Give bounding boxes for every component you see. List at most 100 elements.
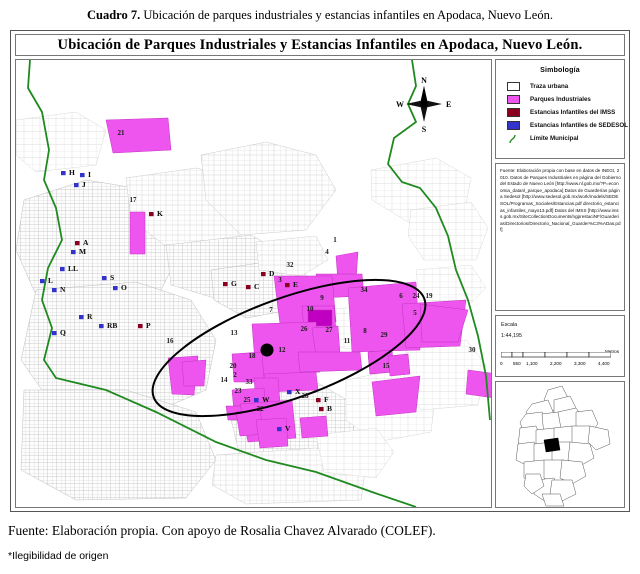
estancia-marker-i[interactable]: I [80, 170, 91, 179]
legend-panel: Simbología Traza urbana Parques Industria… [495, 59, 628, 159]
estancia-marker-s[interactable]: S [102, 273, 114, 282]
estancia-letter-label: LL [68, 264, 78, 273]
estancia-marker-k[interactable]: K [149, 209, 163, 218]
estancia-marker-rb[interactable]: RB [99, 321, 117, 330]
estancia-marker-e[interactable]: E [285, 280, 298, 289]
park-number-label: 34 [361, 286, 369, 294]
legend-item: Estancias Infantiles del IMSS [507, 106, 624, 119]
illegibility-note: *Ilegibilidad de origen [8, 550, 109, 562]
estancia-letter-label: A [83, 238, 89, 247]
estancia-marker-ll[interactable]: LL [60, 264, 78, 273]
park-number-label: 23 [235, 387, 243, 395]
figure-source-caption: Fuente: Elaboración propia. Con apoyo de… [8, 523, 436, 538]
park-number-label: 27 [326, 326, 334, 334]
estancia-letter-label: E [293, 280, 298, 289]
estancia-marker-l[interactable]: L [40, 276, 53, 285]
estancia-letter-label: Q [60, 328, 66, 337]
estancia-dot [319, 407, 324, 412]
estancia-letter-label: N [60, 285, 66, 294]
table-caption: Cuadro 7. Ubicación de parques industria… [0, 8, 640, 23]
estancia-letter-label: S [110, 273, 114, 282]
inset-highlight-apodaca [543, 437, 561, 453]
estancia-letter-label: M [79, 247, 86, 256]
industrial-parks[interactable] [105, 117, 491, 449]
caption-text: Ubicación de parques industriales y esta… [140, 8, 553, 22]
estancia-marker-f[interactable]: F [316, 395, 329, 404]
park-number-label: 29 [381, 331, 389, 339]
estancia-marker-j[interactable]: J [74, 180, 86, 189]
park-number-label: 28 [302, 392, 310, 400]
estancia-marker-c[interactable]: C [246, 282, 259, 291]
legend-swatch [507, 95, 520, 104]
scale-panel: Escala 1:44,195 Metros 0 550 1,100 2,200 3,3… [495, 315, 625, 377]
estancia-letter-label: C [254, 282, 259, 291]
scale-tick: 1,100 [526, 361, 538, 366]
estancia-marker-g[interactable]: G [223, 279, 237, 288]
park-number-label: 21 [118, 129, 126, 137]
park-number-label: 20 [230, 362, 238, 370]
estancia-dot [223, 282, 228, 287]
estancia-letter-label: I [88, 170, 91, 179]
legend-item: Parques Industriales [507, 93, 624, 106]
source-panel: Fuente: Elaboración propia con base en d… [495, 163, 625, 311]
svg-text:N: N [421, 76, 427, 85]
scale-tick: 3,300 [574, 361, 586, 366]
scale-tick: 0 [500, 361, 503, 366]
estancia-letter-label: H [69, 168, 75, 177]
figure-container: Ubicación de Parques Industriales y Esta… [10, 30, 630, 512]
estancia-marker-v[interactable]: V [277, 424, 291, 433]
park-number-label: 2 [233, 371, 237, 379]
map-canvas[interactable]: N S E W 21 17 16 1 4 32 9 7 10 34 6 24 19 5 26 27 11 13 12… [15, 59, 492, 508]
svg-text:W: W [396, 100, 404, 109]
park-number-label: 32 [287, 261, 295, 269]
park-number-label: 18 [249, 352, 257, 360]
park-number-label: 14 [221, 376, 229, 384]
estancia-letter-label: F [324, 395, 329, 404]
estancia-letter-label: D [269, 269, 275, 278]
park-number-label: 19 [426, 292, 434, 300]
estancia-dot [277, 427, 282, 432]
legend-swatch [507, 82, 520, 91]
park-number-label: 26 [301, 325, 309, 333]
inset-locator-panel [495, 381, 625, 508]
estancia-dot [60, 267, 65, 272]
estancia-marker-d[interactable]: D [261, 269, 275, 278]
scale-bar [501, 352, 611, 358]
park-number-label: 15 [383, 362, 391, 370]
estancia-dot [149, 212, 154, 217]
estancia-dot [52, 288, 57, 293]
park-number-label: 11 [344, 337, 351, 345]
estancia-marker-o[interactable]: O [113, 283, 127, 292]
estancia-dot [316, 398, 321, 403]
estancia-marker-x[interactable]: X [287, 387, 301, 396]
estancia-dot [40, 279, 45, 284]
estancia-marker-m[interactable]: M [71, 247, 86, 256]
estancia-dot [285, 283, 290, 288]
park-number-label: 1 [333, 236, 337, 244]
park-number-label: 9 [320, 294, 324, 302]
park-number-label: 24 [413, 292, 421, 300]
park-number-label: 25 [244, 396, 252, 404]
estancia-marker-n[interactable]: N [52, 285, 66, 294]
estancia-dot [52, 331, 57, 336]
estancia-dot [80, 173, 85, 178]
park-number-label: 10 [307, 305, 315, 313]
estancia-letter-label: J [82, 180, 86, 189]
estancia-marker-p[interactable]: P [138, 321, 151, 330]
estancia-letter-label: R [87, 312, 93, 321]
legend-items: Traza urbana Parques Industriales Estancia… [496, 80, 628, 145]
estancia-marker-r[interactable]: R [79, 312, 93, 321]
estancia-marker-a[interactable]: A [75, 238, 89, 247]
estancia-marker-h[interactable]: H [61, 168, 75, 177]
compass-rose: N S E W [396, 76, 451, 134]
estancia-dot [71, 250, 76, 255]
scale-ratio: 1:44,195 [501, 333, 522, 339]
park-number-label: 17 [130, 196, 138, 204]
legend-item-label: Estancias Infantiles del IMSS [530, 109, 616, 116]
estancia-dot [102, 276, 107, 281]
estancia-marker-q[interactable]: Q [52, 328, 66, 337]
estancia-marker-w[interactable]: W [254, 395, 270, 404]
estancia-marker-b[interactable]: B [319, 404, 332, 413]
